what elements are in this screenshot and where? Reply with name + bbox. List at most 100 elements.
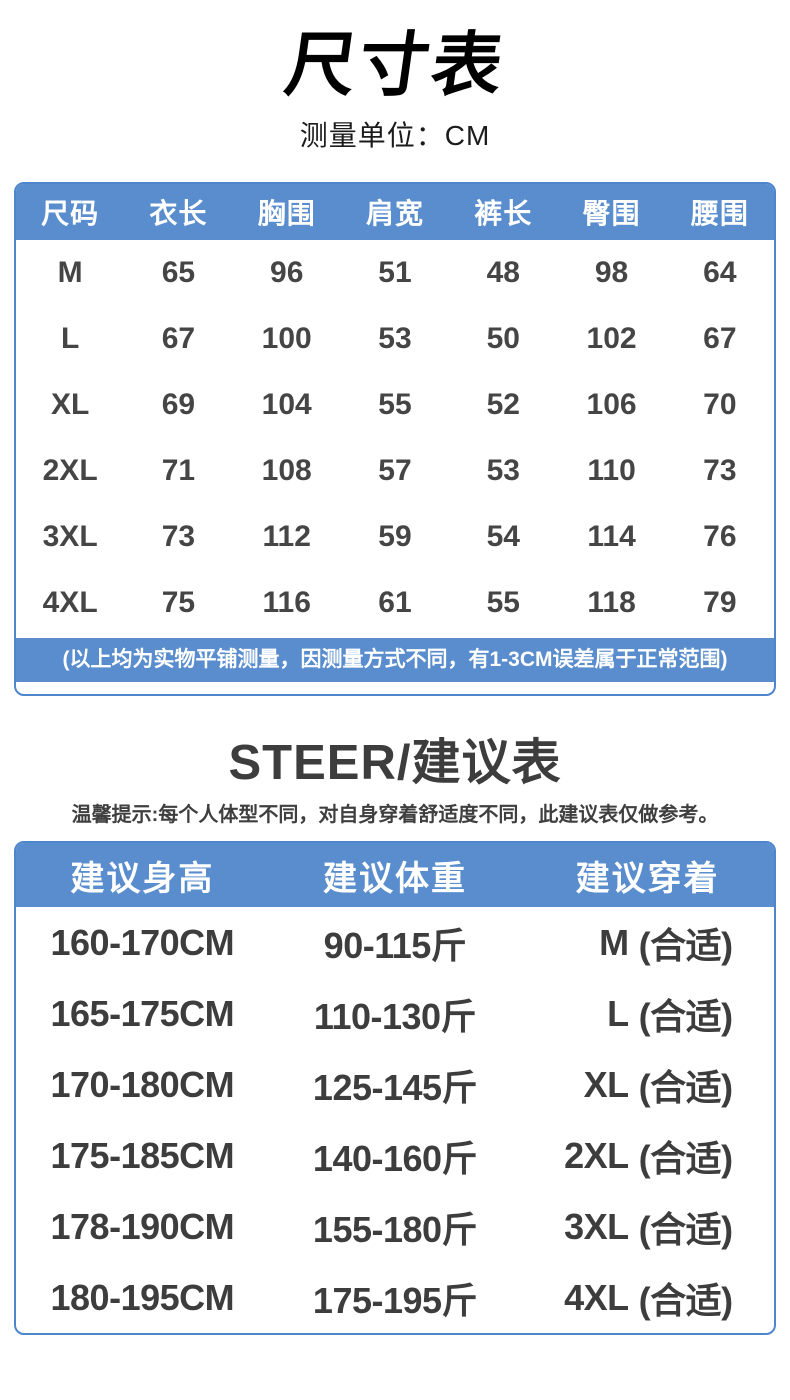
- size-table: 尺码 衣长 胸围 肩宽 裤长 臀围 腰围 M 65 96 51 48 98 64…: [14, 182, 776, 696]
- size-label: XL: [50, 388, 90, 421]
- measure-cell: 106: [586, 388, 637, 421]
- measure-cell: 69: [161, 388, 196, 421]
- measure-cell: 79: [703, 586, 737, 619]
- measure-cell: 48: [486, 256, 520, 289]
- suggestion-row-4xl: 180-195CM 175-195斤 4XL (合适): [16, 1262, 774, 1333]
- weight-range-cell: 175-195斤: [312, 1279, 478, 1321]
- size-table-header-chest: 胸围: [257, 198, 316, 229]
- measure-cell: 57: [378, 454, 412, 487]
- suggestion-header-weight: 建议体重: [322, 859, 467, 898]
- size-label: 4XL: [42, 586, 98, 619]
- measure-cell: 76: [703, 520, 737, 553]
- suggestion-row-l: 165-175CM 110-130斤 L (合适): [16, 978, 774, 1049]
- measure-cell: 52: [486, 388, 520, 421]
- measure-cell: 108: [261, 454, 312, 487]
- suggestion-table: 建议身高 建议体重 建议穿着 160-170CM 90-115斤 M (合适) …: [14, 841, 776, 1335]
- wear-fit-label: (合适): [638, 1279, 733, 1321]
- measure-cell: 98: [594, 256, 629, 289]
- wear-size-label: XL: [583, 1063, 630, 1105]
- wear-cell: 2XL (合适): [521, 1130, 774, 1182]
- measure-cell: 104: [261, 388, 312, 421]
- height-range-cell: 178-190CM: [50, 1205, 235, 1247]
- weight-range-cell: 155-180斤: [312, 1208, 478, 1250]
- size-table-row-4xl: 4XL 75 116 61 55 118 79: [16, 570, 774, 636]
- size-table-row-3xl: 3XL 73 112 59 54 114 76: [16, 504, 774, 570]
- measure-cell: 75: [161, 586, 196, 619]
- measure-cell: 116: [262, 586, 311, 619]
- page-title: 尺寸表: [0, 24, 790, 106]
- size-table-header-hip: 臀围: [582, 198, 641, 229]
- suggestion-title: STEER/建议表: [228, 736, 562, 790]
- size-table-row-2xl: 2XL 71 108 57 53 110 73: [16, 438, 774, 504]
- weight-range-cell: 125-145斤: [312, 1066, 478, 1108]
- measure-cell: 65: [161, 256, 196, 289]
- height-range-cell: 170-180CM: [50, 1063, 235, 1105]
- weight-range-cell: 90-115斤: [323, 924, 467, 966]
- size-label: 2XL: [42, 454, 98, 487]
- size-table-header-size: 尺码: [41, 198, 100, 229]
- size-table-header-pants: 裤长: [474, 198, 533, 229]
- wear-cell: 3XL (合适): [521, 1201, 774, 1253]
- suggestion-row-2xl: 175-185CM 140-160斤 2XL (合适): [16, 1120, 774, 1191]
- measure-cell: 110: [587, 454, 636, 487]
- size-table-header-row: 尺码 衣长 胸围 肩宽 裤长 臀围 腰围: [16, 184, 774, 240]
- measure-cell: 71: [161, 454, 196, 487]
- suggestion-hint: 温馨提示:每个人体型不同，对自身穿着舒适度不同，此建议表仅做参考。: [71, 804, 719, 826]
- suggestion-header-height: 建议身高: [70, 859, 215, 898]
- measure-cell: 73: [703, 454, 737, 487]
- measure-cell: 100: [261, 322, 312, 355]
- measure-cell: 53: [486, 454, 520, 487]
- measure-cell: 67: [161, 322, 196, 355]
- measure-cell: 55: [378, 388, 412, 421]
- measure-cell: 70: [703, 388, 737, 421]
- wear-cell: M (合适): [521, 917, 774, 969]
- measure-cell: 54: [486, 520, 520, 553]
- size-label: M: [57, 256, 83, 289]
- measure-cell: 73: [161, 520, 196, 553]
- wear-cell: L (合适): [521, 988, 774, 1040]
- measure-cell: 64: [703, 256, 737, 289]
- suggestion-header-wear: 建议穿着: [575, 859, 720, 898]
- size-table-row-xl: XL 69 104 55 52 106 70: [16, 372, 774, 438]
- wear-size-label: L: [607, 992, 629, 1034]
- suggestion-row-3xl: 178-190CM 155-180斤 3XL (合适): [16, 1191, 774, 1262]
- measure-cell: 118: [587, 586, 636, 619]
- measure-cell: 50: [486, 322, 520, 355]
- wear-size-label: 3XL: [564, 1205, 629, 1247]
- wear-fit-label: (合适): [638, 1208, 733, 1250]
- size-table-row-l: L 67 100 53 50 102 67: [16, 306, 774, 372]
- measure-cell: 114: [587, 520, 636, 553]
- wear-cell: 4XL (合适): [521, 1272, 774, 1324]
- measurement-note-banner: (以上均为实物平铺测量，因测量方式不同，有1-3CM误差属于正常范围): [16, 638, 774, 682]
- size-label: 3XL: [42, 520, 98, 553]
- measure-cell: 61: [378, 586, 412, 619]
- suggestion-row-m: 160-170CM 90-115斤 M (合适): [16, 907, 774, 978]
- wear-fit-label: (合适): [638, 1137, 733, 1179]
- height-range-cell: 175-185CM: [50, 1134, 235, 1176]
- measure-cell: 96: [270, 256, 304, 289]
- size-table-header-shoulder: 肩宽: [365, 198, 424, 229]
- measure-cell: 53: [378, 322, 412, 355]
- measure-cell: 59: [378, 520, 412, 553]
- size-table-header-waist: 腰围: [690, 198, 749, 229]
- measure-cell: 51: [378, 256, 412, 289]
- weight-range-cell: 140-160斤: [312, 1137, 478, 1179]
- page-title-text: 尺寸表: [280, 26, 510, 104]
- wear-fit-label: (合适): [638, 1066, 733, 1108]
- height-range-cell: 165-175CM: [50, 992, 235, 1034]
- wear-cell: XL (合适): [521, 1059, 774, 1111]
- wear-size-label: 4XL: [564, 1276, 629, 1318]
- measure-cell: 112: [262, 520, 311, 553]
- measure-cell: 102: [586, 322, 637, 355]
- weight-range-cell: 110-130斤: [313, 995, 477, 1037]
- height-range-cell: 180-195CM: [50, 1276, 235, 1318]
- wear-fit-label: (合适): [638, 995, 733, 1037]
- suggestion-row-xl: 170-180CM 125-145斤 XL (合适): [16, 1049, 774, 1120]
- measure-cell: 55: [486, 586, 520, 619]
- size-label: L: [60, 322, 80, 355]
- wear-fit-label: (合适): [638, 924, 733, 966]
- size-table-row-m: M 65 96 51 48 98 64: [16, 240, 774, 306]
- suggestion-table-header-row: 建议身高 建议体重 建议穿着: [16, 843, 774, 907]
- size-table-header-length: 衣长: [149, 198, 208, 229]
- measurement-unit-label: 测量单位：CM: [299, 120, 491, 151]
